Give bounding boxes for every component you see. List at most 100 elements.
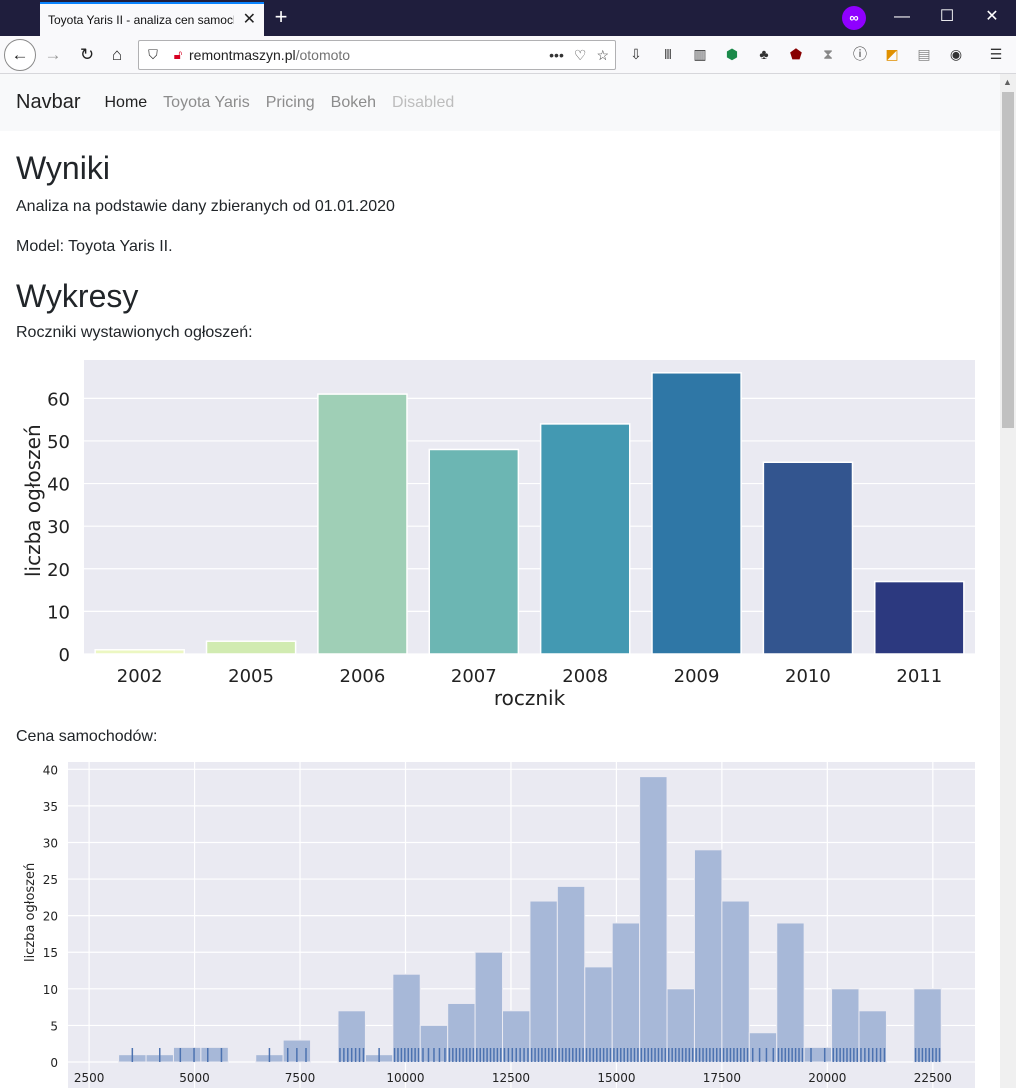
reload-icon[interactable]: ↻ <box>79 45 95 64</box>
forward-icon[interactable]: → <box>44 45 62 64</box>
x-tick-label: 20000 <box>808 1071 846 1085</box>
ublock-icon[interactable]: ⬟ <box>789 46 803 62</box>
url-text[interactable]: remontmaszyn.pl/otomoto <box>189 47 351 63</box>
tracking-shield-icon[interactable]: ⛉ <box>148 47 158 62</box>
y-axis-label: liczba ogłoszeń <box>21 424 45 577</box>
x-tick-label: 2006 <box>340 666 386 687</box>
x-tick-label: 12500 <box>492 1071 530 1085</box>
y-tick-label: 20 <box>43 910 58 924</box>
site-navbar: Navbar Home Toyota Yaris Pricing Bokeh D… <box>0 74 1000 131</box>
private-browsing-icon: ∞ <box>842 6 866 30</box>
timer-icon[interactable]: ⧗ <box>823 46 833 62</box>
y-tick-label: 10 <box>43 983 58 997</box>
bar-2010 <box>762 461 854 655</box>
bar-2002 <box>94 648 185 655</box>
analysis-description: Analiza na podstawie dany zbieranych od … <box>16 198 395 215</box>
pocket-icon[interactable]: ♡ <box>573 46 587 63</box>
histogram-bar <box>447 1002 476 1063</box>
histogram-bar <box>639 776 668 1063</box>
histogram-bar <box>721 900 750 1063</box>
home-icon[interactable]: ⌂ <box>111 45 123 64</box>
nav-link-pricing[interactable]: Pricing <box>265 93 315 111</box>
maximize-window-icon[interactable]: ☐ <box>939 8 955 25</box>
histogram-bar <box>776 922 805 1063</box>
x-tick-label: 2002 <box>117 666 163 687</box>
histogram-bar <box>172 1046 202 1063</box>
extension-shield-icon[interactable]: ⬢ <box>725 46 739 62</box>
histogram-bar <box>666 988 695 1063</box>
y-tick-label: 25 <box>43 873 58 887</box>
downloads-icon[interactable]: ⇩ <box>630 46 642 62</box>
info-icon[interactable]: ⓘ <box>853 46 867 62</box>
y-tick-label: 30 <box>47 517 70 538</box>
browser-toolbar: ← → ↻ ⌂ ⛉ 🔓︎ remontmaszyn.pl/otomoto •••… <box>0 36 1016 74</box>
price-histogram-chart: 2500 5000 7500 10000 12500 15000 17500 20000 225… <box>23 762 975 1088</box>
x-tick-label: 10000 <box>386 1071 424 1085</box>
page-scrollbar[interactable]: ▲ <box>1000 74 1016 1088</box>
close-window-icon[interactable]: ✕ <box>985 8 999 25</box>
bar-2005 <box>205 640 297 655</box>
browser-tab[interactable]: Toyota Yaris II - analiza cen samochodów… <box>40 2 264 36</box>
x-tick-label: 7500 <box>285 1071 316 1085</box>
x-tick-label: 22500 <box>914 1071 952 1085</box>
bar-2008 <box>539 423 631 655</box>
page-actions-icon[interactable]: ••• <box>549 46 564 63</box>
browser-tab-strip: Toyota Yaris II - analiza cen samochodów… <box>0 0 1016 36</box>
new-tab-icon[interactable]: + <box>274 4 288 29</box>
histogram-bar <box>803 1046 833 1063</box>
histogram-bar <box>693 849 723 1063</box>
x-tick-label: 15000 <box>597 1071 635 1085</box>
charts-heading: Wykresy <box>16 278 139 314</box>
x-tick-label: 2008 <box>562 666 608 687</box>
price-chart-caption: Cena samochodów: <box>16 728 158 745</box>
account-icon[interactable]: ◉ <box>949 46 963 62</box>
x-tick-label: 2005 <box>228 666 274 687</box>
years-bar-chart: 0 10 20 30 40 50 60 2002 2005 2006 2007 2008 2009 201… <box>21 360 975 710</box>
y-tick-label: 30 <box>43 836 58 850</box>
histogram-bar <box>831 988 860 1063</box>
x-tick-label: 5000 <box>179 1071 210 1085</box>
page-content: Navbar Home Toyota Yaris Pricing Bokeh D… <box>0 74 1000 1088</box>
url-bar[interactable]: ⛉ 🔓︎ remontmaszyn.pl/otomoto ••• ♡ ☆ <box>138 40 616 70</box>
y-tick-label: 0 <box>59 645 70 666</box>
sidebar-icon[interactable]: ▥ <box>693 46 707 62</box>
histogram-bar <box>392 973 421 1063</box>
bar-2011 <box>874 580 965 655</box>
reader-icon[interactable]: ▤ <box>917 46 931 62</box>
scroll-up-icon[interactable]: ▲ <box>1003 77 1012 87</box>
x-tick-label: 2009 <box>674 666 720 687</box>
y-tick-label: 10 <box>47 602 70 623</box>
x-tick-label: 2500 <box>74 1071 105 1085</box>
x-axis-label: rocznik <box>494 686 566 710</box>
x-tick-label: 2011 <box>896 666 942 687</box>
x-tick-label: 2007 <box>451 666 497 687</box>
nav-link-bokeh[interactable]: Bokeh <box>330 93 377 111</box>
bar-2009 <box>651 372 742 655</box>
histogram-bar <box>529 900 558 1063</box>
nav-link-home[interactable]: Home <box>104 93 148 111</box>
y-tick-label: 15 <box>43 946 58 960</box>
model-description: Model: Toyota Yaris II. <box>16 238 173 255</box>
histogram-bar <box>584 966 613 1063</box>
y-tick-label: 0 <box>50 1056 58 1070</box>
bookmark-star-icon[interactable]: ☆ <box>596 46 609 63</box>
menu-icon[interactable]: ☰ <box>989 46 1003 62</box>
color-picker-icon[interactable]: ◩ <box>885 46 899 62</box>
y-axis-label: liczba ogłoszeń <box>23 863 38 962</box>
years-chart-caption: Roczniki wystawionych ogłoszeń: <box>16 324 253 341</box>
x-tick-label: 2010 <box>785 666 831 687</box>
y-tick-label: 35 <box>43 800 58 814</box>
minimize-window-icon[interactable]: — <box>894 8 910 25</box>
tab-title: Toyota Yaris II - analiza cen samochodów <box>48 13 234 27</box>
scrollbar-thumb[interactable] <box>1002 92 1014 428</box>
evernote-icon[interactable]: ♣ <box>759 46 769 62</box>
nav-link-toyota-yaris[interactable]: Toyota Yaris <box>163 93 250 111</box>
navbar-brand[interactable]: Navbar <box>16 91 81 113</box>
library-icon[interactable]: 𝍫 <box>664 46 672 62</box>
tab-close-icon[interactable]: ✕ <box>242 11 256 28</box>
nav-link-disabled: Disabled <box>392 93 455 111</box>
bar-2006 <box>317 393 408 655</box>
insecure-lock-icon[interactable]: 🔓︎ <box>173 47 183 62</box>
back-icon[interactable]: ← <box>4 39 36 71</box>
y-tick-label: 40 <box>43 763 58 777</box>
